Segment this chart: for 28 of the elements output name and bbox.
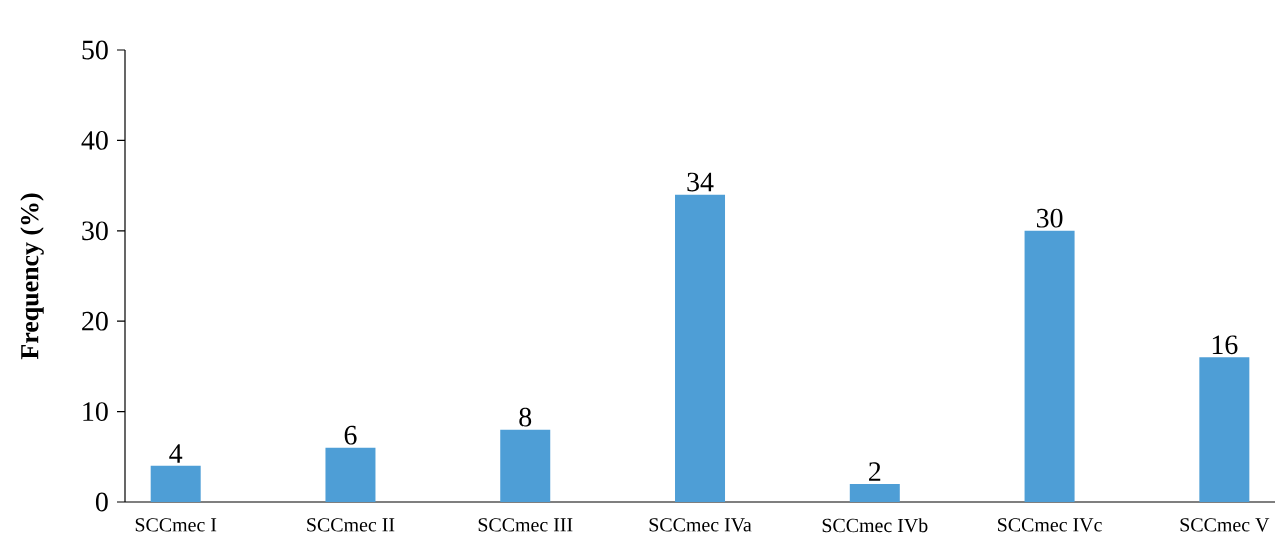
data-label: 6 — [344, 425, 357, 445]
bar — [500, 429, 551, 502]
data-label: 16 — [1212, 335, 1238, 355]
data-label: 34 — [687, 172, 714, 192]
bar — [1024, 230, 1075, 502]
data-label: 4 — [169, 444, 183, 463]
y-tick-label: 10 — [83, 402, 108, 422]
x-tick-label: SCCmec III — [478, 518, 573, 532]
bar — [675, 194, 726, 502]
bar — [150, 465, 201, 502]
x-tick-label: SCCmec IVa — [649, 518, 752, 532]
bar — [325, 447, 376, 502]
bar — [849, 483, 900, 502]
y-tick-label: 40 — [81, 130, 108, 150]
data-label: 30 — [1036, 208, 1063, 228]
data-label: 2 — [869, 462, 881, 481]
y-tick-label: 50 — [82, 40, 108, 60]
x-tick-label: SCCmec IVc — [998, 518, 1102, 532]
data-label: 8 — [519, 407, 532, 427]
y-tick-label: 20 — [82, 311, 108, 331]
x-tick-label: SCCmec II — [307, 518, 395, 532]
x-tick-label: SCCmec I — [135, 518, 217, 532]
y-tick-label: 30 — [82, 221, 108, 241]
y-tick-label: 0 — [95, 492, 108, 512]
x-tick-label: SCCmec V — [1180, 518, 1270, 532]
bar — [1199, 357, 1250, 502]
y-axis-title: Frequency (%) — [20, 193, 44, 360]
x-tick-label: SCCmec IVb — [822, 518, 928, 533]
